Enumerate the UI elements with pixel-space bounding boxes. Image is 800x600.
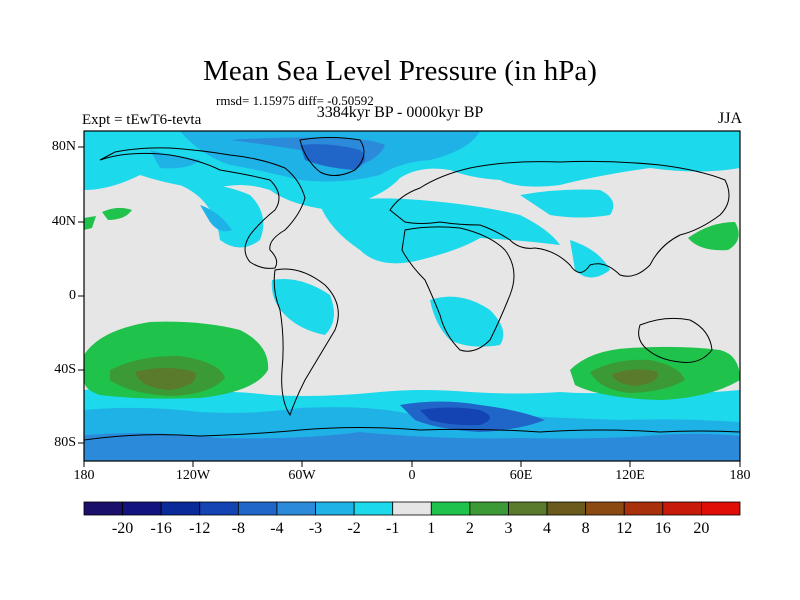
colorbar-tick-label: 12 — [616, 520, 633, 537]
colorbar-tick-label: -16 — [150, 520, 172, 537]
season-label: JJA — [717, 110, 742, 127]
colorbar-swatch — [430, 501, 471, 516]
asia-field — [520, 189, 614, 218]
lat-label-80n: 80N — [51, 139, 76, 154]
indian-ocean-high-core — [612, 369, 659, 386]
colorbar-swatch — [392, 501, 432, 516]
colorbar-swatch — [585, 501, 625, 516]
colorbar-swatch — [353, 501, 394, 516]
lat-label-0: 0 — [69, 288, 76, 303]
rmsd-diff-stats: rmsd= 1.15975 diff= -0.50592 — [216, 93, 374, 108]
lon-label-180w: 180 — [73, 468, 95, 483]
colorbar-tick-label: 16 — [654, 520, 671, 537]
s-america-field — [271, 279, 334, 335]
colorbar-tick-label: -3 — [308, 520, 323, 537]
colorbar — [83, 501, 741, 516]
colorbar-swatch — [623, 501, 664, 516]
antarctica-coast — [84, 427, 740, 441]
lat-label-40s: 40S — [54, 362, 76, 377]
colorbar-swatch — [122, 501, 162, 516]
colorbar-tick-label: 4 — [543, 520, 552, 537]
india-field — [570, 240, 610, 278]
colorbar-tick-label: -12 — [189, 520, 211, 537]
colorbar-swatch — [315, 501, 355, 516]
s-africa-field — [430, 296, 504, 347]
colorbar-tick-label: 8 — [581, 520, 590, 537]
greenland-coast — [299, 137, 365, 176]
colorbar-tick-label: 3 — [504, 520, 513, 537]
africa-coast — [401, 226, 515, 352]
colorbar-swatch — [237, 501, 278, 516]
n-pacific-field-2 — [200, 205, 232, 232]
colorbar-tick-label: -2 — [347, 520, 361, 537]
colorbar-tick-label: -1 — [386, 520, 400, 537]
colorbar-swatch — [701, 501, 741, 516]
colorbar-tick-label: -4 — [270, 520, 284, 537]
pressure-field — [84, 131, 740, 461]
colorbar-swatch — [508, 501, 548, 516]
n-pacific-high-3 — [84, 216, 96, 230]
colorbar-swatch — [276, 501, 316, 516]
lat-label-40n: 40N — [51, 214, 76, 229]
n-africa-field — [320, 198, 560, 264]
colorbar-tick-label: 20 — [693, 520, 710, 537]
map-title: Mean Sea Level Pressure (in hPa) — [203, 55, 597, 87]
lat-label-80s: 80S — [54, 435, 76, 450]
colorbar-swatch — [469, 501, 509, 516]
eurasia-coast — [389, 160, 730, 277]
s-pacific-high-core — [135, 368, 196, 390]
southern-ocean-low-2 — [420, 407, 490, 426]
lon-label-120w: 120W — [175, 468, 211, 483]
south-america-coast — [273, 268, 339, 417]
lon-label-60e: 60E — [509, 468, 533, 483]
axis-ticks — [78, 146, 741, 467]
colorbar-tick-label: 1 — [427, 520, 436, 537]
antarctic-field — [84, 432, 740, 461]
n-pacific-field — [180, 183, 264, 248]
colorbar-swatch — [662, 501, 702, 516]
lon-label-180e: 180 — [729, 468, 751, 483]
north-america-coast — [99, 147, 306, 269]
n-pacific-high-2 — [102, 207, 132, 220]
coastlines — [84, 137, 740, 441]
experiment-label: Expt = tEwT6-tevta — [82, 112, 202, 128]
colorbar-swatch — [160, 501, 201, 516]
arctic-neg-field-4 — [300, 144, 365, 170]
colorbar-tick-label: 2 — [465, 520, 474, 537]
colorbar-swatch — [546, 501, 587, 516]
colorbar-tick-label: -8 — [231, 520, 245, 537]
australia-coast — [638, 317, 713, 363]
colorbar-tick-label: -20 — [111, 520, 134, 537]
colorbar-swatch — [199, 501, 239, 516]
lon-label-0: 0 — [408, 468, 416, 483]
n-pacific-high — [688, 222, 739, 251]
lon-label-60w: 60W — [288, 468, 316, 483]
lon-label-120e: 120E — [615, 468, 645, 483]
colorbar-swatch — [83, 501, 123, 516]
period-label: 3384kyr BP - 0000kyr BP — [316, 104, 484, 121]
